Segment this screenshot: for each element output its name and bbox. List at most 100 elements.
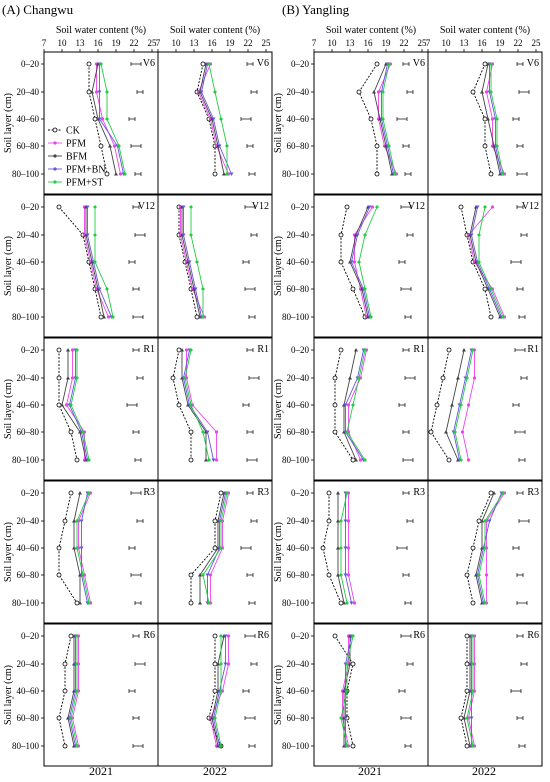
y-tick-label: 40–60 (287, 114, 310, 124)
point-pfm-st (351, 634, 355, 638)
point-pfm-st (471, 744, 475, 748)
point-pfm-st (189, 403, 193, 407)
point-ck (482, 143, 488, 149)
point-ck (56, 347, 62, 353)
point-bfm (354, 458, 358, 462)
series-line-ck (460, 636, 468, 747)
y-tick-label: 60–80 (287, 713, 310, 723)
point-pfm (214, 458, 219, 462)
stage-label: R1 (257, 344, 269, 355)
point-pfm (94, 90, 99, 94)
point-pfm-st (471, 348, 475, 352)
y-tick-label: 80–100 (12, 312, 40, 322)
point-pfm-st (387, 62, 391, 66)
point-ck (62, 688, 68, 694)
stage-label: R3 (257, 487, 269, 498)
point-bfm (60, 403, 64, 407)
panel-frame (427, 623, 543, 767)
point-pfm-st (75, 744, 79, 748)
legend-marker-ck (52, 127, 58, 133)
y-tick-label: 20–40 (287, 87, 310, 97)
y-tick-label: 0–20 (21, 345, 40, 355)
point-pfm-st (393, 172, 397, 176)
y-tick-label: 60–80 (287, 570, 310, 580)
point-ck (440, 375, 446, 381)
y-tick-label: 80–100 (282, 169, 310, 179)
panel-frame (157, 337, 273, 481)
point-ck (86, 61, 92, 67)
series-line-pfm-st (454, 349, 474, 461)
point-pfm-st (93, 260, 97, 264)
stage-label: V6 (257, 58, 269, 69)
panel-changwu-2022-r6: R6 (157, 623, 273, 767)
y-tick-label: 80–100 (12, 169, 40, 179)
point-bfm (198, 601, 202, 605)
point-bfm (348, 662, 352, 666)
x-axis-label: Soil water content (%) (56, 25, 146, 36)
stage-label: R6 (143, 630, 155, 641)
x-tick-label: 25 (532, 38, 542, 48)
x-tick-label: 13 (346, 38, 356, 48)
point-ck (332, 402, 338, 408)
point-pfm-bn (79, 546, 84, 550)
x-axis-label: Soil water content (%) (326, 25, 416, 36)
y-tick-label: 20–40 (287, 230, 310, 240)
y-axis-label: Soil layer (cm) (273, 379, 284, 439)
point-pfm-st (501, 315, 505, 319)
point-ck (212, 633, 218, 639)
y-tick-label: 20–40 (17, 87, 40, 97)
y-tick-label: 40–60 (17, 686, 40, 696)
point-pfm-bn (205, 430, 210, 434)
point-pfm-st (219, 662, 223, 666)
point-bfm (102, 315, 106, 319)
panel-frame (427, 480, 543, 624)
point-bfm (456, 376, 460, 380)
y-tick-label: 0–20 (21, 631, 40, 641)
point-pfm-bn (475, 205, 480, 209)
point-pfm (118, 172, 123, 176)
y-tick-label: 0–20 (291, 202, 310, 212)
x-tick-label: 16 (94, 38, 104, 48)
point-pfm-bn (199, 90, 204, 94)
stage-label: R6 (257, 630, 269, 641)
series-line-ck (334, 349, 354, 461)
y-tick-label: 0–20 (291, 631, 310, 641)
panel-frame (157, 51, 273, 195)
series-line-ck (58, 350, 78, 461)
point-pfm-st (69, 403, 73, 407)
point-pfm-st (201, 315, 205, 319)
x-tick-label: 10 (328, 38, 338, 48)
point-bfm (108, 144, 112, 148)
panel-yangling-2021-r1: 0–20 20–40 40–60 60–80 80–100 Soil layer (cm)… (273, 337, 429, 481)
point-bfm (342, 601, 346, 605)
y-tick-label: 60–80 (287, 284, 310, 294)
point-pfm-bn (211, 117, 216, 121)
point-pfm-bn (79, 519, 84, 523)
y-tick-label: 0–20 (21, 59, 40, 69)
y-tick-label: 40–60 (17, 543, 40, 553)
x-tick-label: 13 (190, 38, 200, 48)
y-tick-label: 0–20 (291, 345, 310, 355)
point-bfm (66, 348, 70, 352)
legend-marker-pfm-bn (53, 167, 57, 171)
point-bfm (114, 172, 118, 176)
point-pfm-st (477, 233, 481, 237)
stage-label: V6 (413, 58, 425, 69)
point-pfm (70, 376, 75, 380)
y-tick-label: 60–80 (17, 570, 40, 580)
point-pfm-st (501, 172, 505, 176)
y-tick-label: 60–80 (17, 284, 40, 294)
point-bfm (336, 573, 340, 577)
legend-label-pfm: PFM (66, 139, 86, 150)
point-pfm-bn (181, 205, 186, 209)
point-bfm (336, 546, 340, 550)
stage-label: V12 (522, 201, 539, 212)
series-line-ck (190, 492, 222, 603)
point-pfm-st (339, 573, 343, 577)
point-pfm-st (381, 117, 385, 121)
point-ck (458, 204, 464, 210)
point-bfm (480, 90, 484, 94)
point-pfm-bn (211, 458, 216, 462)
point-pfm-st (213, 90, 217, 94)
